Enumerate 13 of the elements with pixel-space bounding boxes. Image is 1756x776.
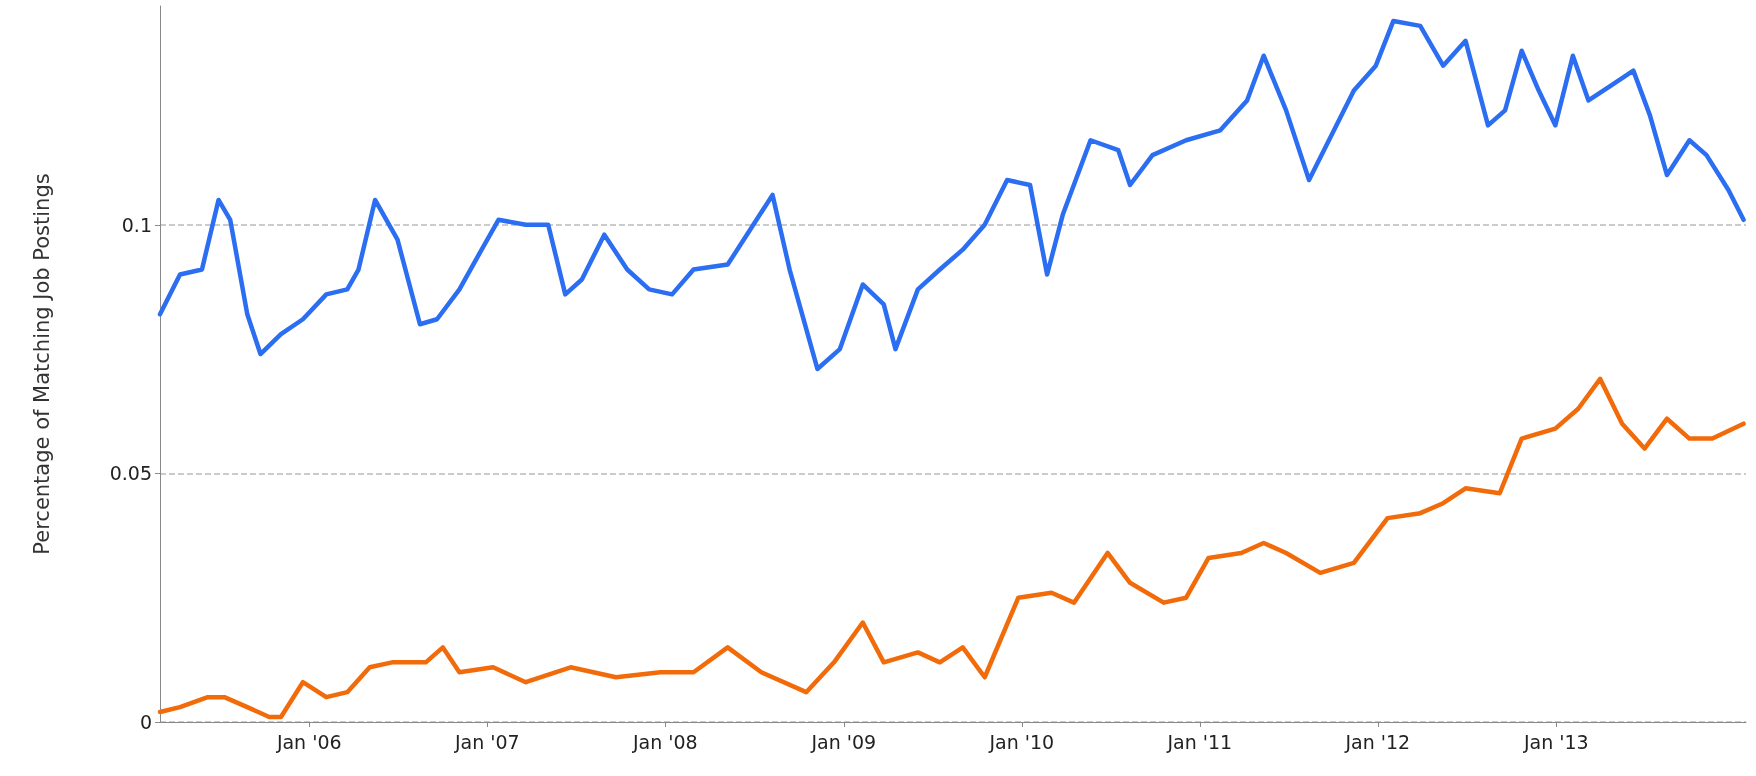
x-tick-label: Jan '07 — [453, 730, 520, 753]
x-tick-label: Jan '12 — [1344, 730, 1411, 753]
x-tick-label: Jan '11 — [1166, 730, 1233, 753]
y-axis-title: Percentage of Matching Job Postings — [29, 173, 54, 555]
y-tick-label: 0.05 — [109, 462, 152, 485]
y-tick-label: 0 — [139, 711, 152, 733]
x-tick-label: Jan '10 — [988, 730, 1055, 753]
x-tick-label: Jan '13 — [1522, 730, 1589, 753]
y-tick-label: 0.1 — [121, 213, 152, 236]
x-tick-label: Jan '06 — [275, 730, 342, 753]
x-tick-label: Jan '09 — [810, 730, 877, 753]
x-tick-label: Jan '08 — [631, 730, 698, 753]
line-series — [157, 18, 1746, 372]
